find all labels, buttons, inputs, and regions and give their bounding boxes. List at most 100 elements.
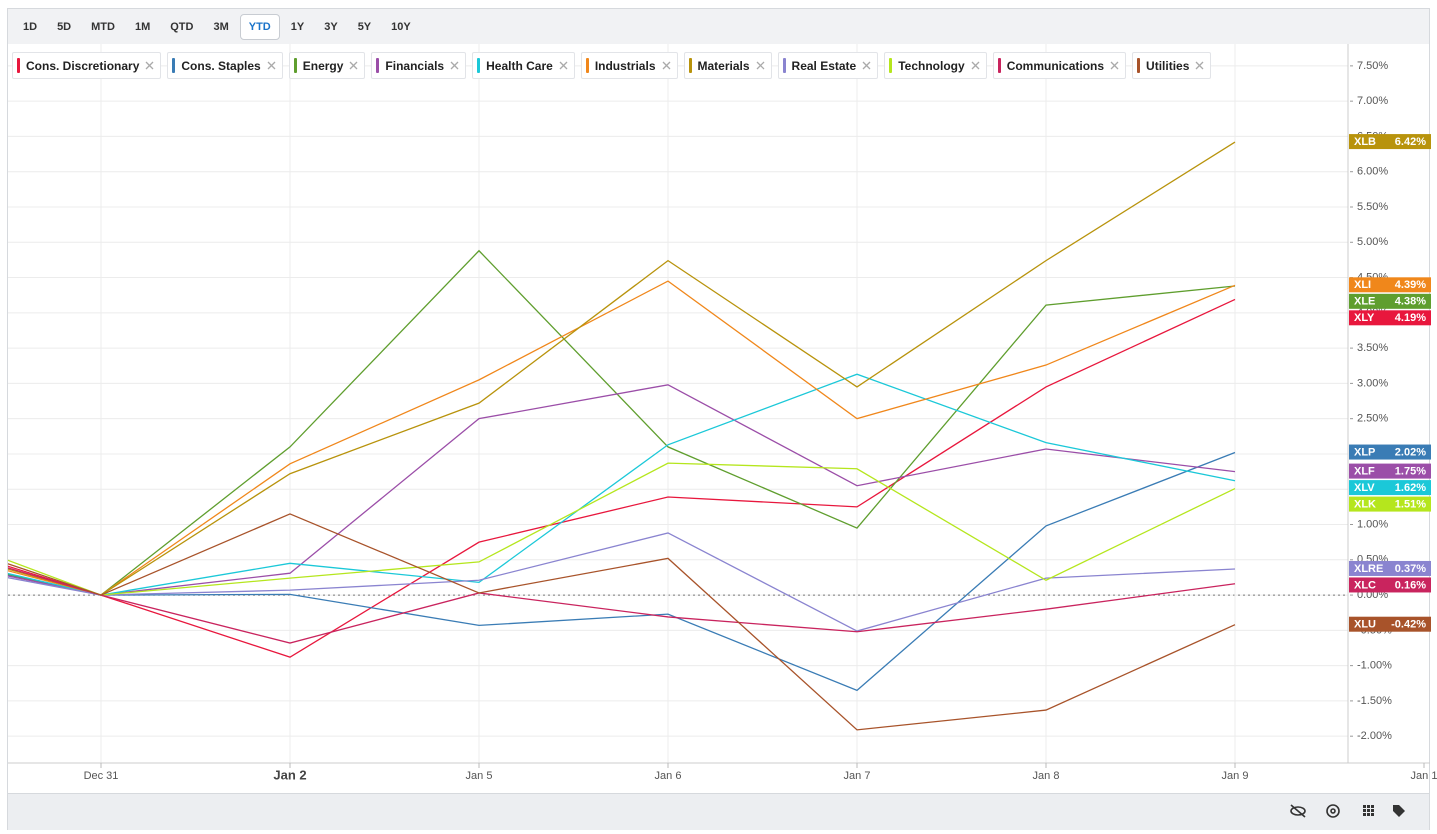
legend-item[interactable]: Technology [884,52,987,79]
badge-value: 1.62% [1395,482,1426,494]
legend-swatch [1137,58,1141,73]
badge-bg [1349,463,1431,479]
badge-value: 4.38% [1395,296,1426,308]
legend-remove[interactable] [1195,61,1204,70]
legend-swatch [782,58,786,73]
legend-item[interactable]: Communications [992,52,1127,79]
badge-ticker: XLP [1354,446,1375,458]
range-button[interactable]: 3M [213,20,229,33]
series-line [8,373,1236,596]
x-tick-label: Jan 8 [1033,770,1060,782]
badge-value: 4.19% [1395,312,1426,324]
badge-bg [1349,277,1431,293]
legend-label: Financials [385,58,445,73]
end-badge: XLI 4.39% [1349,277,1431,293]
legend-item[interactable]: Health Care [472,52,575,79]
x-tick-label: Jan 7 [844,770,871,782]
legend-remove[interactable] [662,61,671,70]
end-badge: XLRE 0.37% [1349,560,1431,576]
badge-ticker: XLF [1354,465,1375,477]
range-button[interactable]: 10Y [391,20,411,33]
legend-remove[interactable] [862,61,871,70]
legend-item[interactable]: Cons. Staples [167,52,283,79]
badge-value: 0.16% [1395,579,1426,591]
badge-bg [1349,310,1431,326]
reset-icon[interactable] [1326,804,1340,818]
series-line [8,141,1236,596]
range-button[interactable]: QTD [170,20,194,33]
legend-swatch [17,58,20,73]
range-button[interactable]: MTD [91,20,115,33]
legend-remove[interactable] [145,61,154,70]
badge-ticker: XLC [1354,579,1376,591]
legend-remove[interactable] [267,61,276,70]
legend-remove[interactable] [559,61,568,70]
legend-swatch [172,58,176,73]
series-line [8,280,1236,596]
legend-swatch [585,58,589,73]
legend-swatch [293,58,297,73]
range-button[interactable]: 1D [23,20,38,33]
y-tick-label: 6.00% [1357,166,1388,178]
range-button[interactable]: 1M [134,20,151,33]
end-badge: XLF 1.75% [1349,463,1431,479]
legend-swatch [889,58,893,73]
badge-bg [1349,496,1431,512]
legend-swatch [997,58,1001,73]
legend-label: Utilities [1146,58,1190,73]
range-button[interactable]: 5Y [357,20,372,33]
y-tick-label: 1.00% [1357,518,1388,530]
series-line [8,298,1236,658]
legend-remove[interactable] [756,61,765,70]
grid-icon[interactable] [1363,805,1374,816]
tool-icons [1290,804,1405,818]
badge-value: -0.42% [1391,619,1426,631]
range-button[interactable]: YTD [239,13,280,40]
range-toolbar: 1D 5D MTD 1M QTD 3M YTD 1Y 3Y 5Y 10Y [8,9,1429,44]
badge-ticker: XLE [1354,296,1375,308]
y-tick-label: 5.50% [1357,201,1388,213]
badge-value: 6.42% [1395,136,1426,148]
badge-value: 1.75% [1395,465,1426,477]
x-tick-label: Jan 6 [655,770,682,782]
legend-item[interactable]: Utilities [1132,52,1212,79]
badge-value: 2.02% [1395,446,1426,458]
legend-swatch [688,58,692,73]
y-tick-label: -2.00% [1357,730,1392,742]
legend-remove[interactable] [450,61,459,70]
legend-remove[interactable] [1110,61,1119,70]
end-badge: XLY 4.19% [1349,310,1431,326]
range-button[interactable]: 1Y [290,20,305,33]
legend-remove[interactable] [349,61,358,70]
range-button[interactable]: 3Y [324,20,338,33]
x-tick-label: Jan 2 [273,767,306,782]
legend-remove[interactable] [971,61,980,70]
legend-item[interactable]: Energy [288,52,366,79]
end-badge: XLE 4.38% [1349,293,1431,309]
series-line [8,462,1236,596]
legend-item[interactable]: Materials [683,52,772,79]
badge-bg [1349,616,1431,632]
legend-item[interactable]: Cons. Discretionary [12,52,162,79]
legend: Cons. Discretionary Cons. Staples Energy Fi… [12,52,1212,79]
end-badge: XLU -0.42% [1349,616,1431,632]
hide-icon[interactable] [1290,804,1306,818]
legend-label: Communications [1006,58,1105,73]
legend-item[interactable]: Real Estate [777,52,879,79]
legend-item[interactable]: Industrials [580,52,678,79]
x-tick-label: Dec 31 [84,770,119,782]
series-line [8,249,1236,596]
range-button[interactable]: 5D [57,20,72,33]
badge-bg [1349,577,1431,593]
end-badge: XLK 1.51% [1349,496,1431,512]
legend-label: Cons. Staples [181,58,261,73]
end-badge: XLP 2.02% [1349,444,1431,460]
y-tick-label: 5.00% [1357,236,1388,248]
legend-label: Energy [302,58,344,73]
x-tick-label: Jan 5 [466,770,493,782]
x-tick-label: Jan 9 [1222,770,1249,782]
tag-icon[interactable] [1393,805,1405,817]
legend-item[interactable]: Financials [371,52,467,79]
series-line [8,451,1236,692]
badge-value: 4.39% [1395,279,1426,291]
